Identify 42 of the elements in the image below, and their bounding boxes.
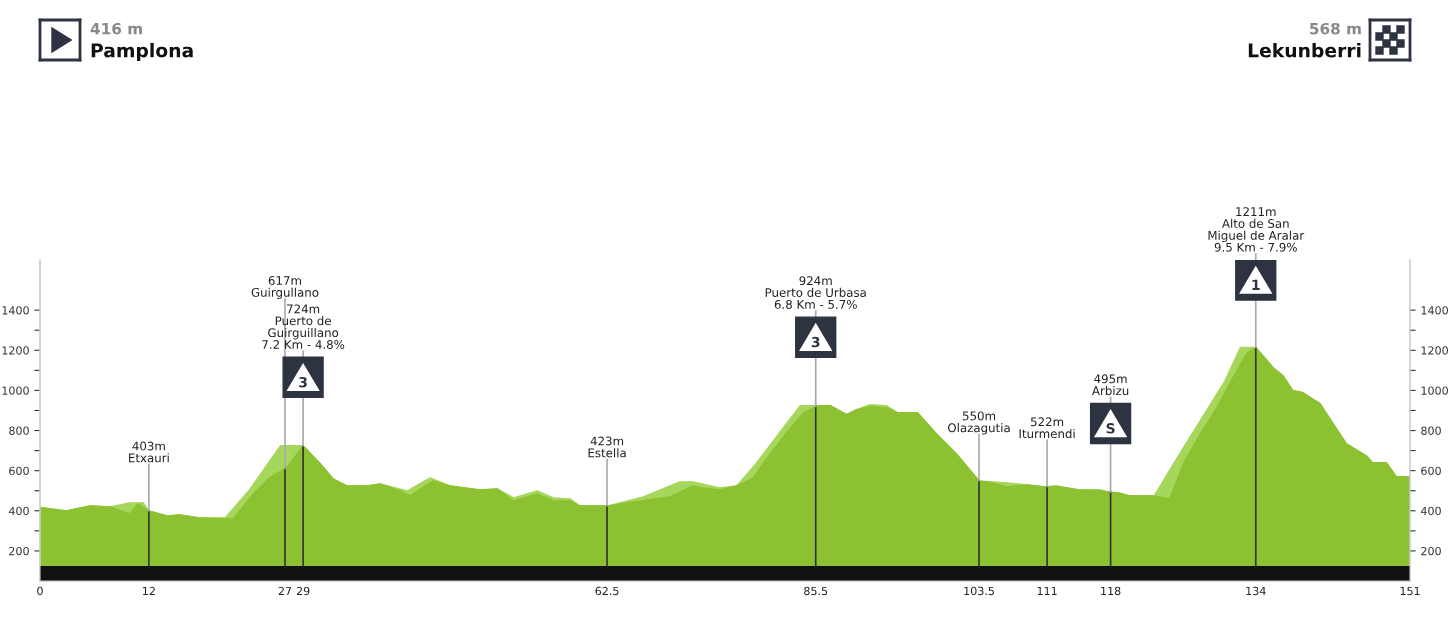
annotation: 1 xyxy=(1252,279,1260,290)
y2-tick-label: 1400 xyxy=(1421,306,1448,315)
y-tick-label: 200 xyxy=(9,546,29,556)
y-tick-label: 800 xyxy=(9,426,29,435)
y-tick-label: 1200 xyxy=(2,346,29,355)
y-tick-label: 600 xyxy=(9,466,29,476)
y2-tick-label: 800 xyxy=(1421,426,1441,435)
ref-line-label: 924m Puerto de Urbasa 6.8 Km - 5.7% xyxy=(765,276,866,309)
y2-tick-label: 1200 xyxy=(1421,346,1448,355)
y2-tick-label: 1000 xyxy=(1421,386,1448,395)
y2-tick-label: 600 xyxy=(1421,466,1441,476)
ref-line-label: 550m Olazagutia xyxy=(948,411,1010,435)
ref-line-label: 495m Arbizu xyxy=(1092,374,1129,396)
ref-line-label: 1211m Alto de San Miguel de Aralar 9.5 Km - 7.9% xyxy=(1208,207,1305,252)
annotation: 3 xyxy=(811,336,820,348)
ref-line-label: 403m Etxauri xyxy=(129,441,169,463)
text: 568 m xyxy=(1310,22,1361,35)
annotation: S xyxy=(1106,423,1115,434)
x-tick-label: 118 xyxy=(1101,586,1121,596)
ref-line-label: 423m Estella xyxy=(588,436,626,458)
y-tick-label: 1000 xyxy=(2,386,29,395)
ref-line-label: 724m Puerto de Guirguillano 7.2 Km - 4.8% xyxy=(262,304,345,349)
x-tick-label: 62.5 xyxy=(595,586,619,596)
y2-tick-label: 200 xyxy=(1421,546,1441,556)
text: Pamplona xyxy=(91,42,193,62)
x-tick-label: 0 xyxy=(37,586,43,596)
annotation: 3 xyxy=(299,376,307,388)
ref-line-label: 522m Iturmendi xyxy=(1019,417,1075,439)
ref-line-label: 617m Guirgullano xyxy=(251,276,319,300)
text: 416 m xyxy=(90,22,142,35)
x-tick-label: 85.5 xyxy=(804,586,828,596)
y-tick-label: 1400 xyxy=(2,306,29,315)
x-tick-label: 12 xyxy=(143,586,155,595)
y-tick-label: 400 xyxy=(8,506,29,516)
y2-tick-label: 400 xyxy=(1420,506,1441,516)
x-tick-label: 27 xyxy=(278,586,292,595)
text: Lekunberri xyxy=(1248,42,1361,58)
x-tick-label: 29 xyxy=(296,586,310,596)
x-tick-label: 134 xyxy=(1246,586,1266,596)
x-tick-label: 151 xyxy=(1400,586,1420,596)
x-tick-label: 111 xyxy=(1037,586,1057,595)
x-tick-label: 103.5 xyxy=(964,586,994,596)
